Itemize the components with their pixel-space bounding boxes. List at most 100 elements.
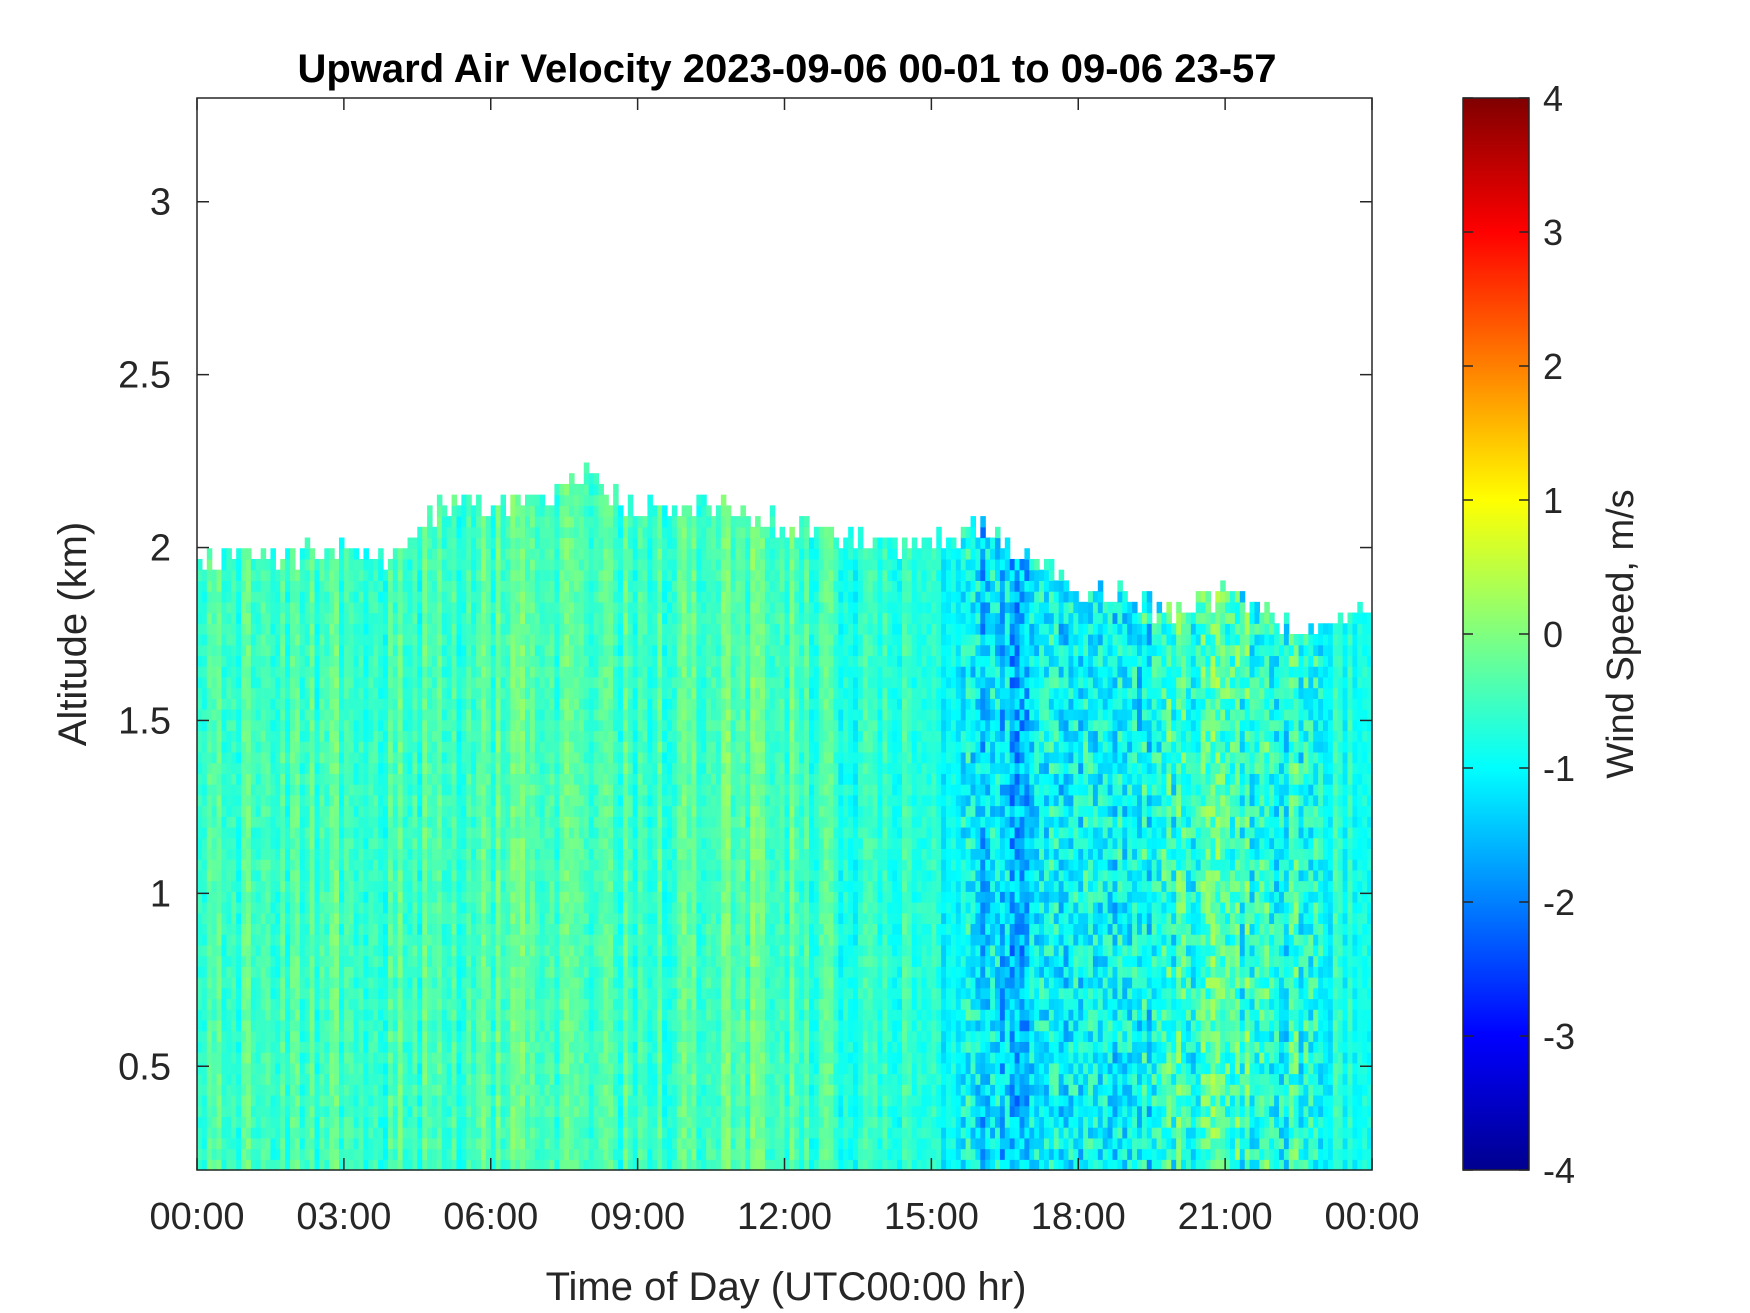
- heatmap-cell: [402, 1019, 409, 1032]
- heatmap-cell: [353, 869, 360, 882]
- heatmap-cell: [451, 1084, 458, 1096]
- heatmap-cell: [241, 923, 247, 935]
- heatmap-cell: [255, 623, 262, 635]
- heatmap-cell: [451, 977, 458, 989]
- heatmap-cell: [559, 837, 565, 849]
- heatmap-cell: [206, 666, 213, 678]
- heatmap-cell: [515, 977, 521, 989]
- heatmap-cell: [363, 826, 369, 839]
- heatmap-cell: [490, 805, 497, 817]
- heatmap-cell: [500, 1105, 507, 1117]
- heatmap-cell: [480, 1030, 487, 1042]
- heatmap-cell: [329, 634, 335, 646]
- heatmap-cell: [432, 1019, 438, 1032]
- heatmap-cell: [578, 1159, 585, 1171]
- heatmap-cell: [338, 719, 345, 732]
- heatmap-cell: [569, 1159, 575, 1171]
- heatmap-cell: [534, 1137, 541, 1150]
- heatmap-cell: [236, 676, 242, 689]
- heatmap-cell: [334, 944, 340, 957]
- heatmap-cell: [363, 998, 369, 1010]
- heatmap-cell: [569, 816, 575, 828]
- heatmap-cell: [226, 794, 232, 807]
- heatmap-cell: [569, 537, 575, 549]
- heatmap-cell: [573, 955, 580, 967]
- heatmap-cell: [588, 612, 595, 624]
- heatmap-cell: [432, 837, 438, 849]
- heatmap-cell: [500, 1116, 507, 1128]
- heatmap-cell: [294, 816, 301, 828]
- heatmap-cell: [329, 601, 335, 614]
- heatmap-cell: [573, 1030, 580, 1042]
- heatmap-cell: [422, 558, 428, 571]
- heatmap-cell: [569, 709, 575, 721]
- heatmap-cell: [255, 880, 262, 892]
- heatmap-cell: [255, 891, 262, 903]
- heatmap-cell: [299, 644, 306, 657]
- heatmap-cell: [265, 623, 272, 635]
- heatmap-cell: [471, 1148, 477, 1160]
- heatmap-cell: [500, 934, 507, 946]
- heatmap-cell: [353, 1052, 360, 1064]
- heatmap-cell: [290, 1009, 296, 1021]
- heatmap-cell: [471, 794, 477, 807]
- heatmap-cell: [554, 537, 560, 549]
- heatmap-cell: [417, 944, 423, 957]
- heatmap-cell: [515, 548, 521, 560]
- heatmap-cell: [500, 526, 507, 539]
- heatmap-cell: [466, 1030, 472, 1042]
- heatmap-cell: [329, 687, 335, 699]
- heatmap-cell: [549, 977, 555, 989]
- heatmap-cell: [441, 805, 448, 817]
- heatmap-cell: [226, 859, 232, 871]
- heatmap-cell: [231, 623, 237, 635]
- heatmap-cell: [593, 687, 600, 699]
- heatmap-cell: [236, 902, 242, 914]
- heatmap-cell: [412, 730, 418, 742]
- heatmap-cell: [294, 634, 301, 646]
- heatmap-cell: [373, 773, 379, 785]
- heatmap-cell: [529, 1041, 536, 1053]
- heatmap-cell: [265, 826, 272, 839]
- heatmap-cell: [392, 869, 399, 882]
- heatmap-cell: [348, 709, 355, 721]
- heatmap-cell: [471, 1052, 477, 1064]
- heatmap-cell: [270, 1062, 276, 1075]
- heatmap-cell: [221, 623, 227, 635]
- heatmap-cell: [466, 805, 472, 817]
- heatmap-cell: [510, 644, 516, 657]
- heatmap-cell: [564, 676, 570, 689]
- heatmap-cell: [505, 719, 511, 732]
- heatmap-cell: [446, 977, 453, 989]
- heatmap-cell: [197, 730, 203, 742]
- heatmap-cell: [334, 644, 340, 657]
- heatmap-cell: [573, 698, 580, 710]
- heatmap-cell: [495, 826, 502, 839]
- heatmap-cell: [520, 601, 526, 614]
- heatmap-cell: [201, 869, 208, 882]
- heatmap-cell: [299, 1062, 306, 1075]
- heatmap-cell: [250, 719, 257, 732]
- heatmap-cell: [353, 794, 360, 807]
- heatmap-cell: [422, 1116, 428, 1128]
- heatmap-cell: [598, 719, 604, 732]
- heatmap-cell: [461, 719, 467, 732]
- heatmap-cell: [397, 751, 404, 764]
- heatmap-cell: [461, 1105, 467, 1117]
- heatmap-cell: [211, 869, 218, 882]
- heatmap-cell: [319, 698, 325, 710]
- heatmap-cell: [573, 1105, 580, 1117]
- heatmap-cell: [573, 934, 580, 946]
- heatmap-cell: [392, 880, 399, 892]
- heatmap-cell: [226, 837, 232, 849]
- heatmap-cell: [534, 1052, 541, 1064]
- heatmap-cell: [559, 1019, 565, 1032]
- heatmap-cell: [348, 1041, 355, 1053]
- heatmap-cell: [520, 902, 526, 914]
- heatmap-cell: [197, 1137, 203, 1150]
- heatmap-cell: [593, 698, 600, 710]
- heatmap-cell: [549, 869, 555, 882]
- heatmap-cell: [539, 751, 546, 764]
- heatmap-cell: [510, 1062, 516, 1075]
- heatmap-cell: [525, 977, 531, 989]
